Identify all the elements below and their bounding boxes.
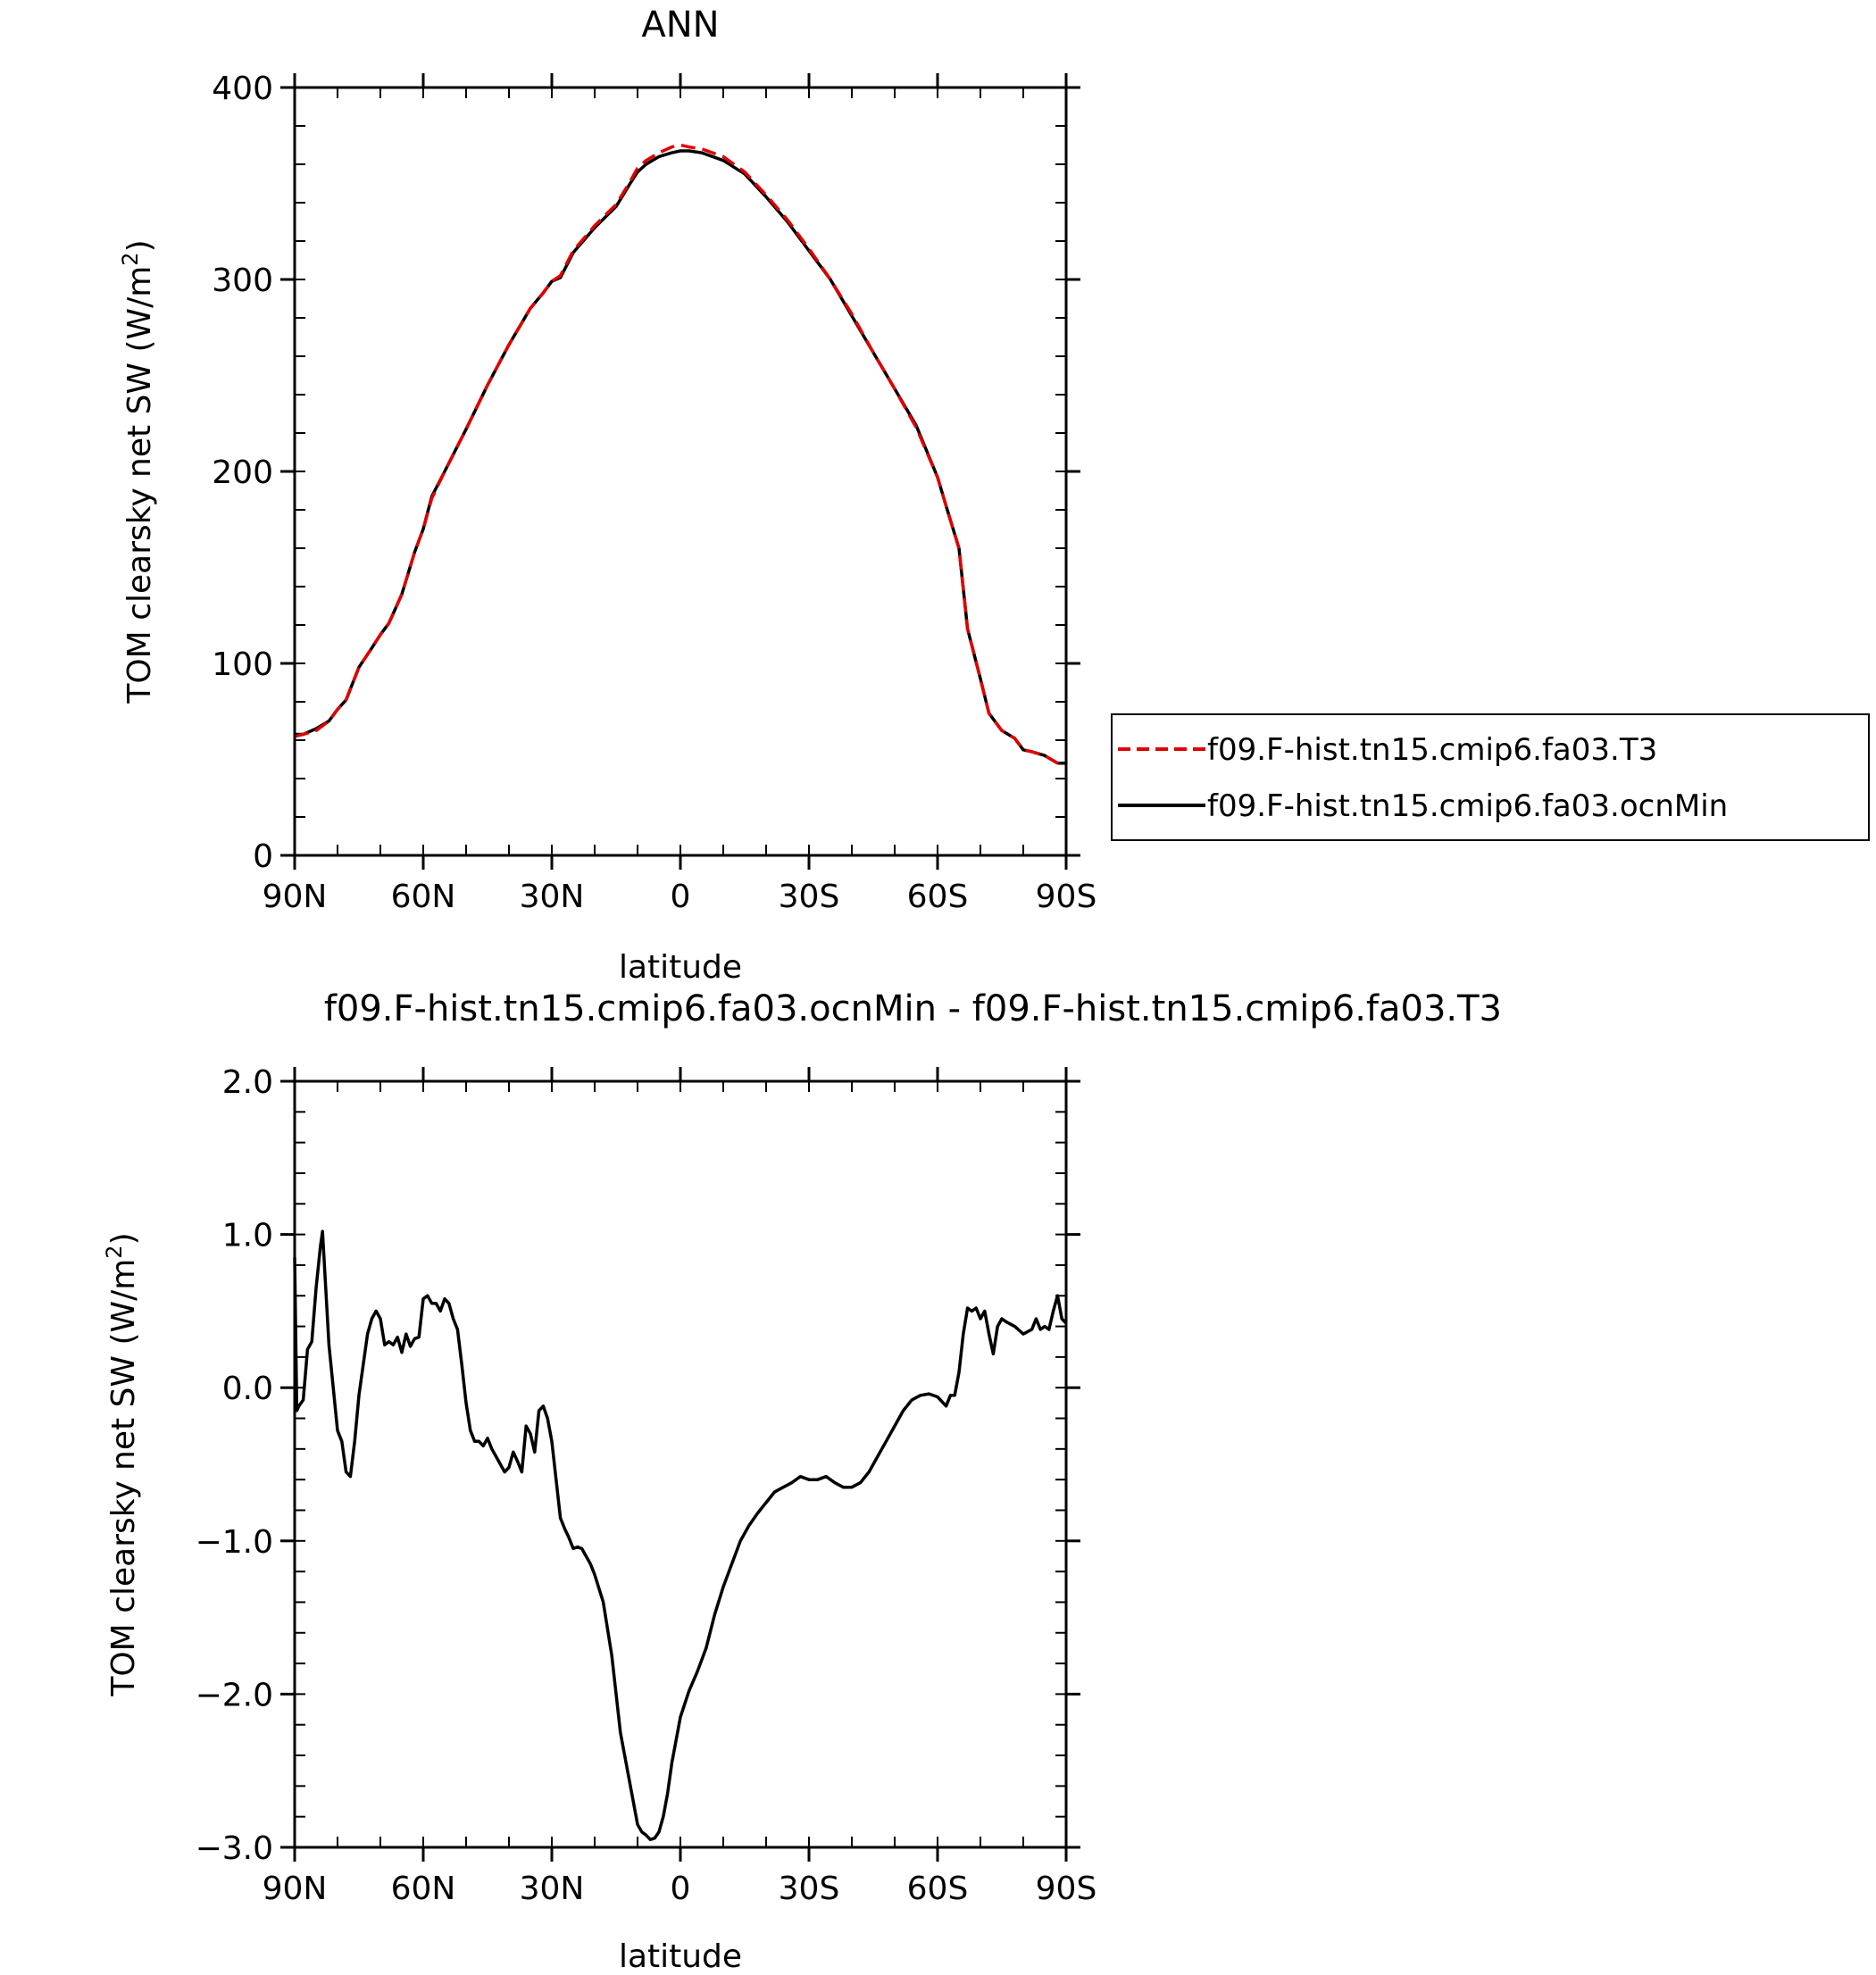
top-x-tick-label: 0 — [671, 879, 691, 915]
legend-label-t3: f09.F-hist.tn15.cmip6.fa03.T3 — [1207, 732, 1657, 768]
top-y-axis-label-close: ) — [121, 239, 158, 252]
bottom-y-axis-label-text: TOM clearsky net SW (W/m — [105, 1259, 142, 1697]
top-x-tick-label: 60S — [907, 879, 969, 915]
bottom-x-tick-label: 90N — [263, 1871, 328, 1907]
top-x-tick-label: 60N — [391, 879, 456, 915]
bottom-y-axis-label-superscript: 2 — [102, 1245, 127, 1258]
bottom-x-tick-label: 90S — [1036, 1871, 1097, 1907]
top-x-tick-label: 30S — [779, 879, 840, 915]
bottom-y-tick-label: 1.0 — [222, 1218, 273, 1254]
chart-title: ANN — [641, 4, 719, 46]
bottom-y-tick-label: −3.0 — [196, 1830, 273, 1867]
chart-title-difference: f09.F-hist.tn15.cmip6.fa03.ocnMin - f09.… — [324, 988, 1502, 1029]
top-series-line-0 — [294, 143, 1066, 765]
top-x-tick-label: 90N — [263, 879, 328, 915]
top-y-axis-label: TOM clearsky net SW (W/m2) — [118, 239, 158, 704]
bottom-x-tick-label: 30N — [520, 1871, 585, 1907]
legend-label-ocnmin: f09.F-hist.tn15.cmip6.fa03.ocnMin — [1207, 788, 1728, 824]
top-y-axis-label-text: TOM clearsky net SW (W/m — [121, 266, 158, 704]
legend-box — [1111, 713, 1870, 841]
top-y-tick-label: 400 — [212, 71, 273, 107]
legend: f09.F-hist.tn15.cmip6.fa03.T3 f09.F-hist… — [1111, 713, 1870, 841]
top-series-line-1 — [295, 149, 1066, 765]
bottom-y-axis-label: TOM clearsky net SW (W/m2) — [102, 1232, 142, 1696]
top-plot-marks: 0 100 200 300 400 90N 60N 30N 0 30S 60S 90S — [212, 71, 1096, 915]
bottom-series-line-0 — [293, 1229, 1068, 1842]
top-plot-frame — [293, 86, 1068, 857]
bottom-x-tick-label: 60N — [391, 1871, 456, 1907]
bottom-y-tick-label: −1.0 — [196, 1524, 273, 1561]
bottom-plot-frame — [293, 1079, 1068, 1849]
top-y-tick-label: 100 — [212, 646, 273, 683]
bottom-y-axis-label-close: ) — [105, 1232, 142, 1245]
bottom-y-tick-label: 0.0 — [222, 1371, 273, 1407]
bottom-y-tick-label: 2.0 — [222, 1064, 273, 1101]
top-y-axis-label-superscript: 2 — [118, 252, 143, 265]
bottom-plot-marks: −3.0 −2.0 −1.0 0.0 1.0 2.0 90N 60N 30N 0 30S 60S 90S — [196, 1064, 1097, 1907]
bottom-x-tick-label: 60S — [907, 1871, 969, 1907]
bottom-x-axis-label: latitude — [619, 1938, 742, 1975]
top-y-tick-label: 200 — [212, 454, 273, 491]
bottom-x-tick-label: 30S — [779, 1871, 840, 1907]
top-y-tick-label: 300 — [212, 262, 273, 299]
bottom-x-tick-label: 0 — [671, 1871, 691, 1907]
bottom-y-tick-label: −2.0 — [196, 1677, 273, 1713]
panel-annual-mean: ANN 0 100 200 300 400 90N 60N 30N 0 30S 60S 90S lat… — [118, 4, 1870, 986]
panel-difference: f09.F-hist.tn15.cmip6.fa03.ocnMin - f09.… — [102, 988, 1502, 1975]
top-x-tick-label: 90S — [1036, 879, 1097, 915]
top-x-axis-label: latitude — [619, 949, 742, 986]
top-y-tick-label: 0 — [253, 838, 273, 875]
top-x-tick-label: 30N — [520, 879, 585, 915]
